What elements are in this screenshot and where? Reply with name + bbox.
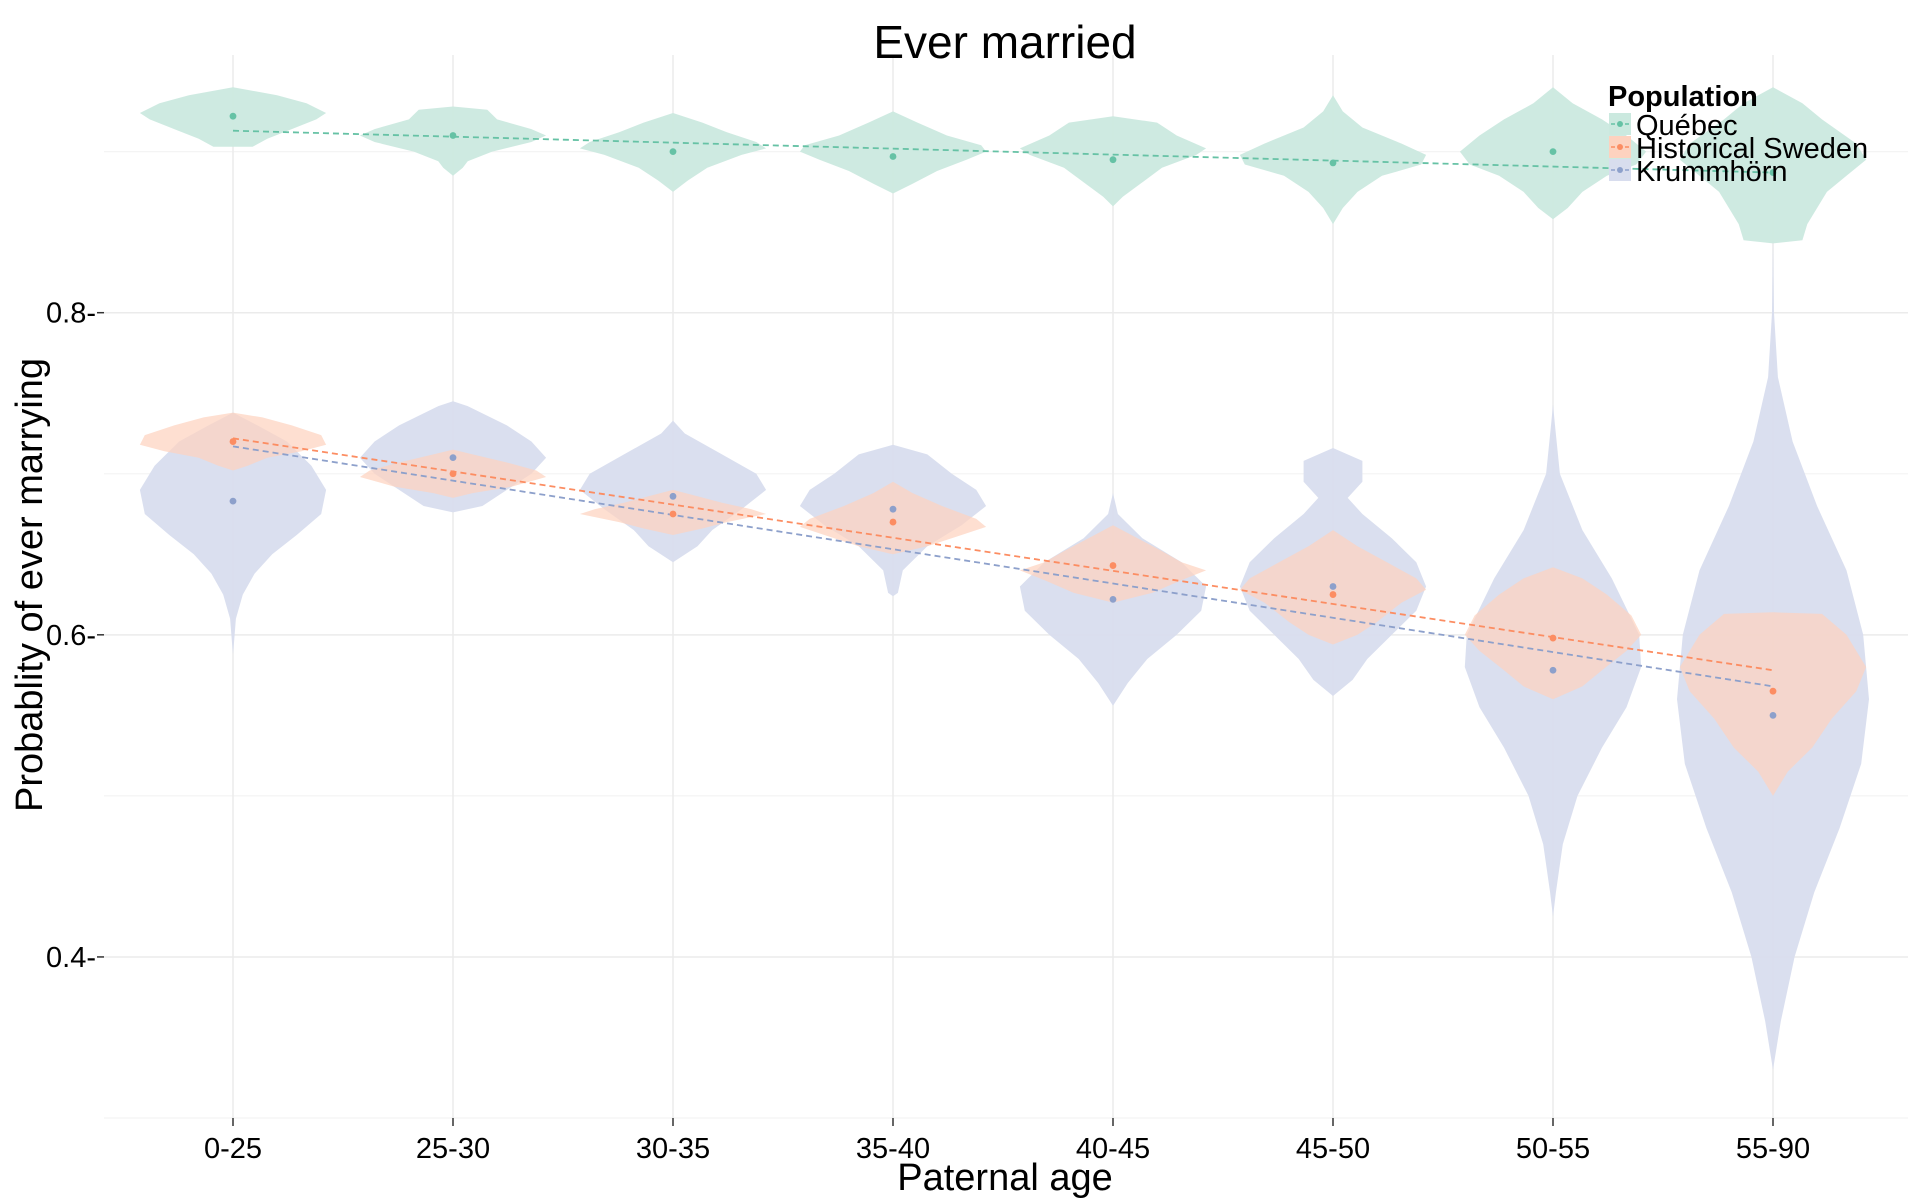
- x-tick-label-0: 0-25: [204, 1133, 262, 1165]
- violin-historical-sweden-7: [1679, 612, 1867, 796]
- legend-dot-1: [1617, 144, 1623, 150]
- legend-dot-0: [1617, 121, 1623, 127]
- legend-title: Population: [1608, 81, 1758, 113]
- point-series-1-cat-1: [449, 470, 457, 478]
- point-series-1-cat-0: [229, 438, 237, 445]
- legend-dot-2: [1617, 167, 1623, 173]
- point-series-2-cat-6: [1549, 666, 1557, 674]
- x-axis-ticks: 0-25 25-30 30-35 35-40 40-45 45-50 50-55 55-90: [204, 1118, 1810, 1165]
- point-series-2-cat-5: [1329, 583, 1337, 590]
- y-tick-label-1: 0.6-: [46, 620, 96, 652]
- violin-qu-bec-7: [1679, 87, 1867, 244]
- point-series-0-cat-7: [1769, 169, 1777, 176]
- y-tick-label-0: 0.4-: [46, 942, 96, 974]
- point-series-1-cat-6: [1549, 634, 1557, 642]
- legend-label-1: Historical Sweden: [1636, 133, 1868, 165]
- point-series-1-cat-2: [669, 510, 677, 518]
- violin-krummh-rn-0: [139, 412, 327, 655]
- point-series-2-cat-4: [1109, 595, 1117, 603]
- legend-label-2: Krummhörn: [1636, 156, 1788, 188]
- point-series-1-cat-7: [1769, 687, 1777, 695]
- y-axis-title: Probablity of ever marrying: [9, 358, 51, 812]
- chart-title: Ever married: [873, 16, 1136, 68]
- trend-line-0: [232, 129, 1774, 174]
- x-tick-label-2: 30-35: [636, 1133, 710, 1165]
- point-series-0-cat-1: [449, 132, 457, 139]
- point-series-1-cat-3: [889, 518, 897, 526]
- x-tick-label-4: 40-45: [1076, 1133, 1150, 1165]
- violin-layer: [139, 87, 1869, 1070]
- x-tick-label-6: 50-55: [1516, 1133, 1590, 1165]
- violin-qu-bec-1: [359, 106, 547, 176]
- point-series-0-cat-3: [889, 153, 897, 160]
- grid-layer: [104, 55, 1908, 1119]
- point-series-0-cat-2: [669, 148, 677, 156]
- point-series-0-cat-0: [229, 112, 237, 120]
- y-tick-label-2: 0.8-: [46, 298, 96, 330]
- x-tick-label-1: 25-30: [416, 1133, 490, 1165]
- x-tick-label-7: 55-90: [1736, 1133, 1810, 1165]
- point-series-2-cat-1: [449, 454, 457, 462]
- violin-qu-bec-3: [799, 111, 987, 194]
- violin-historical-sweden-3: [799, 481, 987, 555]
- point-series-2-cat-0: [229, 497, 237, 505]
- point-series-2-cat-3: [889, 505, 897, 513]
- x-axis-title: Paternal age: [897, 1157, 1113, 1199]
- legend-label-0: Québec: [1636, 110, 1738, 142]
- point-series-0-cat-4: [1109, 156, 1117, 164]
- point-series-2-cat-2: [669, 492, 677, 500]
- point-series-0-cat-5: [1329, 159, 1337, 167]
- point-series-2-cat-7: [1769, 711, 1777, 719]
- point-series-0-cat-6: [1549, 148, 1557, 156]
- point-series-1-cat-4: [1109, 562, 1117, 569]
- x-tick-label-3: 35-40: [856, 1133, 930, 1165]
- point-series-1-cat-5: [1329, 591, 1337, 598]
- point-layer: [229, 112, 1777, 719]
- y-axis-ticks: 0.4- 0.6- 0.8-: [46, 298, 104, 974]
- x-tick-label-5: 45-50: [1296, 1133, 1370, 1165]
- trend-layer: [232, 129, 1774, 688]
- violin-historical-sweden-6: [1464, 567, 1642, 700]
